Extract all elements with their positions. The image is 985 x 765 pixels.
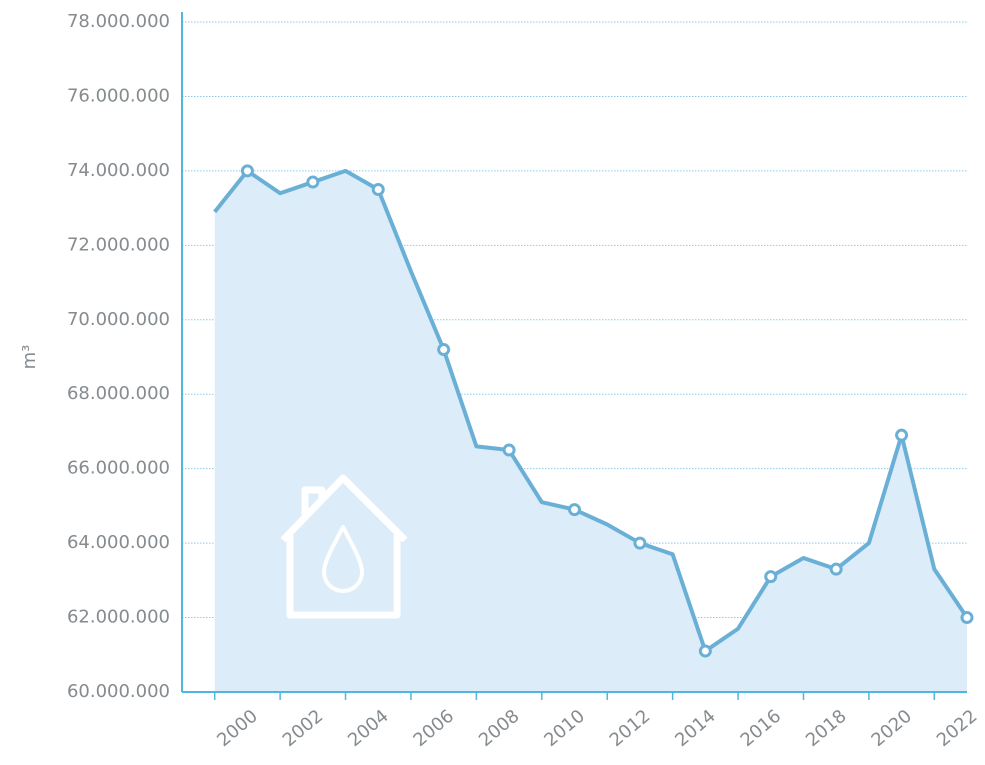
x-tick-label: 2022 (933, 706, 982, 752)
y-tick-label: 68.000.000 (67, 383, 170, 404)
area (214, 170, 968, 692)
y-tick-label: 70.000.000 (67, 309, 170, 330)
point-marker (698, 644, 712, 658)
x-tick-label: 2016 (737, 706, 786, 752)
y-tick-label: 66.000.000 (67, 458, 170, 479)
house-icon (280, 474, 408, 619)
point-marker (502, 443, 516, 457)
y-tick-label: 76.000.000 (67, 85, 170, 106)
water-drop (322, 525, 364, 593)
y-tick-label: 64.000.000 (67, 532, 170, 553)
point-marker (895, 428, 909, 442)
y-tick-label: 74.000.000 (67, 160, 170, 181)
point-marker (633, 536, 647, 550)
x-tick-label: 2000 (213, 706, 262, 752)
line (213, 168, 969, 654)
y-tick-label: 72.000.000 (67, 234, 170, 255)
point-marker (306, 175, 320, 189)
x-tick-label: 2014 (671, 706, 720, 752)
point-marker (829, 562, 843, 576)
x-tick-label: 2006 (410, 706, 459, 752)
point-marker (960, 611, 974, 625)
x-tick-label: 2010 (540, 706, 589, 752)
x-tick-label: 2008 (475, 706, 524, 752)
x-tick-label: 2004 (344, 706, 393, 752)
point-marker (371, 183, 385, 196)
y-tick-label: 78.000.000 (67, 11, 170, 32)
point-marker (568, 503, 581, 517)
x-tick-label: 2012 (606, 706, 655, 752)
y-tick-label: 62.000.000 (67, 607, 170, 628)
x-tick-label: 2002 (279, 706, 328, 752)
point-marker (437, 343, 451, 357)
y-axis-label: m³ (19, 345, 40, 370)
house-outline (280, 474, 408, 619)
y-tick-label: 60.000.000 (67, 681, 170, 702)
point-marker (764, 570, 778, 584)
x-tick-label: 2018 (802, 706, 851, 752)
point-marker (240, 164, 254, 178)
x-tick-label: 2020 (867, 706, 916, 752)
